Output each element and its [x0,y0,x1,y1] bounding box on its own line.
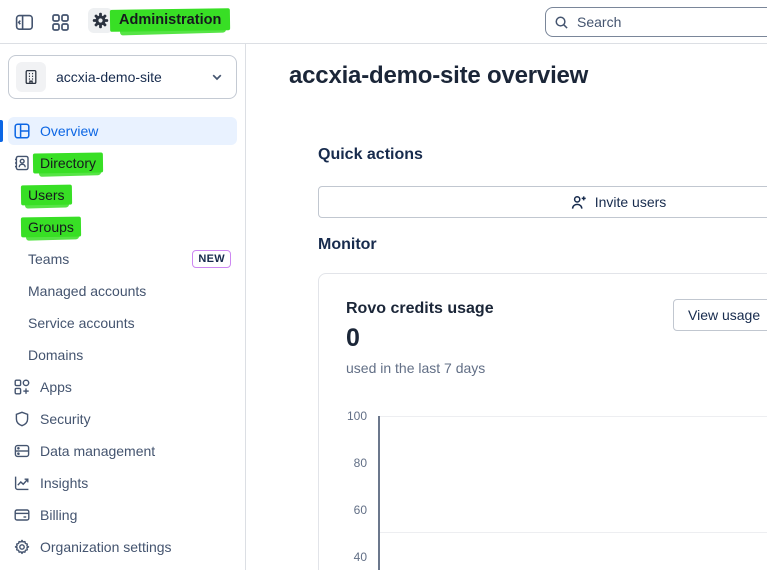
sidebar-item-domains[interactable]: Domains [8,341,237,369]
gridline-50 [379,532,767,533]
site-selector-label: accxia-demo-site [56,69,162,85]
sidebar-item-label: Apps [40,379,72,395]
usage-chart: 100 80 60 40 [319,404,767,570]
page-title: accxia-demo-site overview [289,62,589,89]
sidebar-item-label: Groups [21,217,81,237]
sidebar-item-label: Service accounts [28,315,135,331]
apps-icon [14,379,30,395]
sidebar-item-label: Teams [28,251,70,267]
sidebar-item-overview[interactable]: Overview [0,117,237,145]
insights-chart-icon [14,475,30,491]
sidebar-collapse-icon [14,12,35,33]
sidebar-item-organization-settings[interactable]: Organization settings [8,533,237,561]
sidebar-item-label: Billing [40,507,78,523]
administration-gear-chip[interactable] [88,8,113,33]
y-tick-40: 40 [353,550,367,564]
sidebar-item-security[interactable]: Security [8,405,237,433]
sidebar-item-label: Data management [40,443,156,459]
sidebar-item-label: Security [40,411,91,427]
sidebar-item-label: Domains [28,347,84,363]
building-chip [16,62,46,92]
monitor-heading: Monitor [318,236,377,253]
invite-users-label: Invite users [594,194,667,210]
gear-icon [92,12,109,29]
main-content: accxia-demo-site overview Quick actions … [247,44,767,570]
sidebar-item-label: Directory [33,153,103,173]
credit-card-icon [14,507,30,523]
chevron-down-icon [210,70,224,84]
sidebar-item-groups[interactable]: Groups [8,213,237,241]
rovo-credits-card: Rovo credits usage 0 used in the last 7 … [318,273,767,570]
sidebar-item-label: Managed accounts [28,283,147,299]
sidebar-item-label: Overview [40,123,99,139]
invite-users-button[interactable]: Invite users [318,186,767,218]
y-tick-60: 60 [353,503,367,517]
y-tick-100: 100 [346,409,367,423]
person-add-icon [570,194,587,211]
app-switcher-icon [50,12,71,33]
site-selector[interactable]: accxia-demo-site [8,55,237,99]
new-badge: NEW [192,249,231,269]
settings-gear-icon [14,539,30,555]
sidebar-nav: Overview Directory Users Groups Te [0,117,245,565]
search-input[interactable] [577,14,737,30]
quick-actions-heading: Quick actions [318,146,423,163]
y-tick-80: 80 [353,456,367,470]
card-title: Rovo credits usage [346,300,494,317]
overview-icon [14,123,30,139]
directory-icon [14,155,30,171]
administration-title[interactable]: Administration [110,9,230,31]
sidebar-item-label: Organization settings [40,539,172,555]
sidebar-item-data-management[interactable]: Data management [8,437,237,465]
sidebar-item-billing[interactable]: Billing [8,501,237,529]
gridline-100 [379,416,767,417]
sidebar-item-teams[interactable]: Teams NEW [8,245,237,273]
search-box[interactable] [545,7,767,37]
sidebar-collapse-button[interactable] [12,10,36,34]
database-icon [14,443,30,459]
y-axis-line [378,416,380,570]
sidebar-item-insights[interactable]: Insights [8,469,237,497]
sidebar-item-service-accounts[interactable]: Service accounts [8,309,237,337]
building-icon [23,69,39,85]
selected-indicator [0,120,3,142]
credits-used-subtitle: used in the last 7 days [346,360,486,376]
search-icon [554,15,569,30]
sidebar-item-label: Users [21,185,72,205]
shield-icon [14,411,30,427]
sidebar-item-users[interactable]: Users [8,181,237,209]
sidebar-item-label: Insights [40,475,89,491]
sidebar-item-directory[interactable]: Directory [8,149,237,177]
sidebar-item-apps[interactable]: Apps [8,373,237,401]
sidebar: accxia-demo-site Overview [0,44,246,570]
credits-used-value: 0 [346,324,360,352]
quick-actions-section: Quick actions Invite users [318,146,767,218]
app-switcher-button[interactable] [48,10,72,34]
view-usage-button[interactable]: View usage [673,299,767,331]
top-bar: Administration [0,0,767,44]
sidebar-item-managed-accounts[interactable]: Managed accounts [8,277,237,305]
